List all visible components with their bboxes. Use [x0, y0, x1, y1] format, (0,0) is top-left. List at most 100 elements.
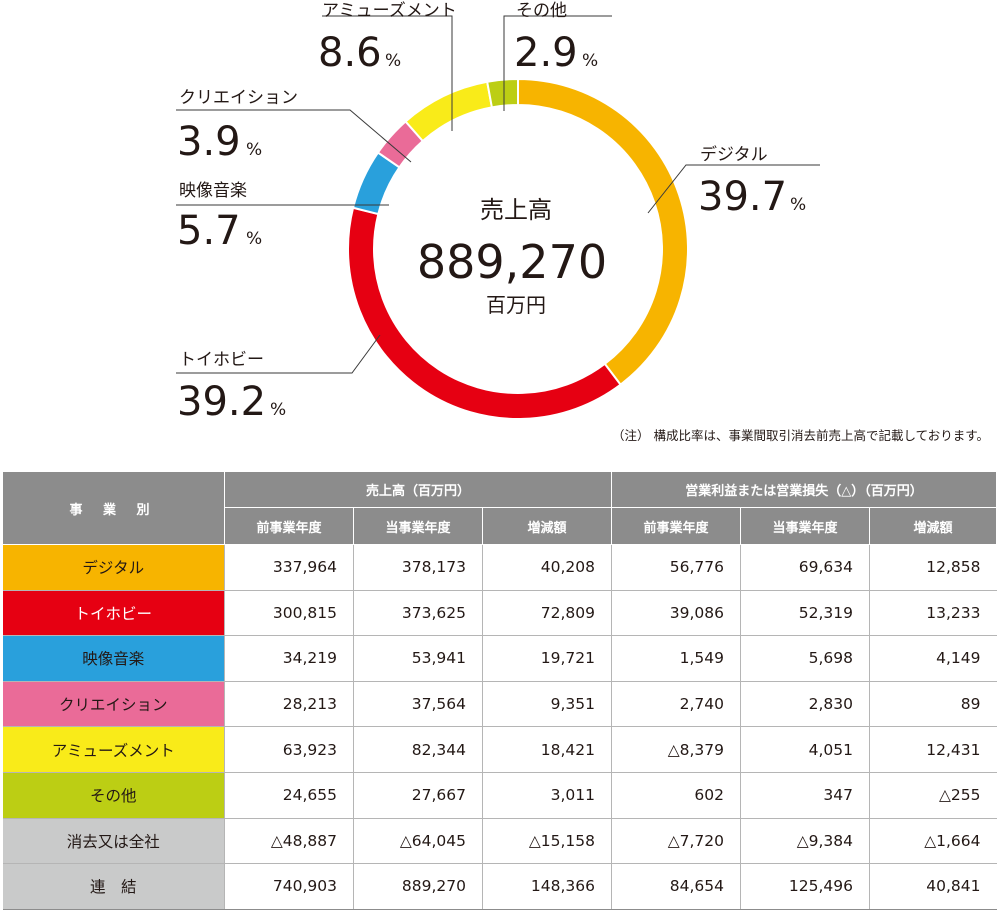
table-cell: 148,366	[481, 863, 612, 910]
table-cell: 72,809	[481, 590, 612, 637]
table-cell: 12,431	[869, 726, 997, 773]
table-row: 映像音楽 34,219 53,941 19,721 1,549 5,698 4,149	[2, 635, 997, 682]
table-cell: 337,964	[224, 544, 354, 591]
leader-line-digital	[647, 164, 820, 214]
leader-lines	[176, 15, 820, 374]
table-cell: 12,858	[869, 544, 997, 591]
header-profit-curr: 当事業年度	[740, 507, 871, 545]
table-cell: 347	[740, 772, 870, 819]
table-cell: 378,173	[353, 544, 483, 591]
leader-line-toyhobby	[176, 334, 381, 374]
header-sales-prev: 前事業年度	[224, 507, 354, 545]
center-total-value: 889,270	[417, 235, 607, 289]
row-segment-name: トイホビー	[2, 590, 225, 637]
table-cell: 28,213	[224, 681, 354, 728]
table-cell: 9,351	[481, 681, 612, 728]
table-cell: △15,158	[481, 818, 612, 865]
table-cell: 1,549	[611, 635, 741, 682]
row-segment-name: 消去又は全社	[2, 818, 225, 865]
table-cell: 39,086	[611, 590, 741, 637]
percent-sign: %	[246, 140, 262, 160]
slice-other	[486, 77, 519, 109]
row-segment-name: 連 結	[2, 863, 225, 910]
table-cell: 53,941	[353, 635, 483, 682]
table-cell: △1,664	[869, 818, 997, 865]
percent-sign: %	[582, 51, 598, 71]
table-cell: 2,830	[740, 681, 870, 728]
percent-sign: %	[270, 400, 286, 420]
header-profit-prev: 前事業年度	[611, 507, 742, 545]
header-sales-group: 売上高（百万円）	[223, 471, 613, 508]
leader-line-amusement	[322, 15, 453, 131]
table-row: デジタル 337,964 378,173 40,208 56,776 69,634 12,8…	[2, 544, 997, 591]
table-cell: 300,815	[224, 590, 354, 637]
table-cell: 3,011	[481, 772, 612, 819]
table-cell: 52,319	[740, 590, 870, 637]
center-unit: 百万円	[486, 293, 546, 317]
header-business: 事 業 別	[2, 471, 225, 545]
table-cell: 89	[869, 681, 997, 728]
header-profit-diff: 増減額	[869, 507, 997, 545]
row-segment-name: デジタル	[2, 544, 225, 591]
table-cell: 2,740	[611, 681, 741, 728]
slice-label-video-music: 映像音楽	[179, 181, 247, 201]
table-cell: 13,233	[869, 590, 997, 637]
center-title: 売上高	[480, 196, 552, 224]
table-row: 消去又は全社 △48,887 △64,045 △15,158 △7,720 △9,384 △…	[2, 818, 997, 865]
table-cell: 27,667	[353, 772, 483, 819]
table-cell: 40,208	[481, 544, 612, 591]
slice-digital	[517, 77, 689, 387]
leader-line-creation	[176, 109, 412, 163]
table-row: トイホビー 300,815 373,625 72,809 39,086 52,319 13,…	[2, 590, 997, 637]
segment-table: 事 業 別 売上高（百万円） 営業利益または営業損失（△）（百万円） 前事業年度…	[2, 471, 997, 910]
table-row: アミューズメント 63,923 82,344 18,421 △8,379 4,051 12,…	[2, 726, 997, 773]
donut-slices	[347, 77, 689, 420]
table-cell: 69,634	[740, 544, 870, 591]
slice-labels: デジタル 39.7 % トイホビー 39.2 % 映像音楽 5.7 % クリエイション 3.9 % アミ…	[177, 1, 806, 425]
slice-percent-amusement: 8.6	[318, 30, 382, 76]
table-cell: △64,045	[353, 818, 483, 865]
table-cell: 84,654	[611, 863, 741, 910]
table-cell: 125,496	[740, 863, 870, 910]
slice-percent-toyhobby: 39.2	[177, 379, 266, 425]
percent-sign: %	[385, 51, 401, 71]
percent-sign: %	[790, 195, 806, 215]
table-cell: 56,776	[611, 544, 741, 591]
leader-line-other	[503, 15, 612, 111]
table-cell: 40,841	[869, 863, 997, 910]
table-cell: 4,051	[740, 726, 870, 773]
table-row: その他 24,655 27,667 3,011 602 347 △255	[2, 772, 997, 819]
donut-chart: 売上高 889,270 百万円 デジタル 39.7 % トイホビー 39.2 % 映像音楽 5…	[176, 1, 820, 425]
table-cell: 63,923	[224, 726, 354, 773]
table-cell: △255	[869, 772, 997, 819]
table-cell: 34,219	[224, 635, 354, 682]
table-cell: △7,720	[611, 818, 741, 865]
table-row: 連 結 740,903 889,270 148,366 84,654 125,496 40,…	[2, 863, 997, 910]
slice-label-amusement: アミューズメント	[322, 1, 457, 21]
header-sales-diff: 増減額	[481, 507, 613, 545]
table-cell: △9,384	[740, 818, 870, 865]
slice-amusement	[404, 80, 494, 143]
table-cell: 889,270	[353, 863, 483, 910]
header-profit-group: 営業利益または営業損失（△）（百万円）	[611, 471, 997, 508]
table-cell: 18,421	[481, 726, 612, 773]
row-segment-name: その他	[2, 772, 225, 819]
slice-percent-video-music: 5.7	[177, 208, 241, 254]
table-cell: 740,903	[224, 863, 354, 910]
header-sales-curr: 当事業年度	[353, 507, 483, 545]
row-segment-name: クリエイション	[2, 681, 225, 728]
table-cell: △48,887	[224, 818, 354, 865]
table-cell: 5,698	[740, 635, 870, 682]
percent-sign: %	[246, 229, 262, 249]
table-cell: 19,721	[481, 635, 612, 682]
table-cell: 82,344	[353, 726, 483, 773]
slice-label-creation: クリエイション	[179, 88, 298, 108]
table-cell: 24,655	[224, 772, 354, 819]
row-segment-name: アミューズメント	[2, 726, 225, 773]
table-cell: 37,564	[353, 681, 483, 728]
slice-label-toyhobby: トイホビー	[179, 350, 264, 370]
chart-footnote: （注） 構成比率は、事業間取引消去前売上高で記載しております。	[612, 428, 989, 443]
table-body: デジタル 337,964 378,173 40,208 56,776 69,634 12,8…	[2, 544, 997, 910]
table-cell: 373,625	[353, 590, 483, 637]
table-cell: 602	[611, 772, 741, 819]
